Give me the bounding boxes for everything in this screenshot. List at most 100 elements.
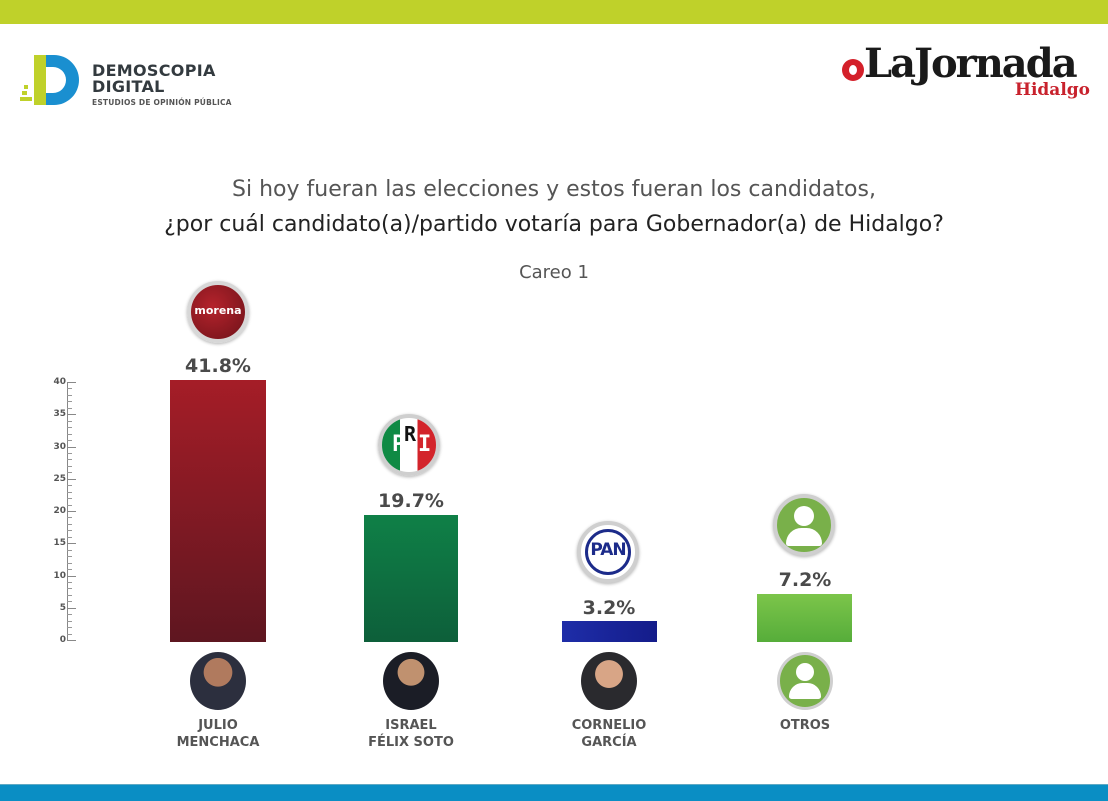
candidate-photo-otros-user-icon [777, 652, 833, 710]
pri-logo-r: R [404, 422, 417, 446]
y-tick-mark [67, 491, 72, 493]
y-tick-mark [67, 452, 72, 454]
y-tick-mark [67, 478, 76, 480]
demoscopia-name-line2: DIGITAL [92, 77, 165, 96]
y-tick-label: 30 [53, 442, 66, 452]
name-line2: MENCHACA [176, 735, 260, 750]
y-tick-mark [67, 420, 72, 422]
user-head [796, 663, 814, 681]
bar-value-label: 41.8% [185, 355, 251, 377]
bar-value-label: 3.2% [582, 597, 636, 619]
y-tick-mark [67, 575, 76, 577]
y-tick-mark [67, 517, 72, 519]
pan-logo-text: PAN [590, 540, 626, 560]
y-tick-mark [67, 614, 72, 616]
name-line1: JULIO [198, 718, 238, 733]
name-line1: ISRAEL [385, 718, 437, 733]
y-tick-mark [67, 382, 76, 383]
chart-subtitle: Careo 1 [519, 262, 589, 283]
y-tick-mark [67, 569, 72, 571]
y-tick-mark [67, 607, 76, 609]
candidate-photo-julio-menchaca [190, 652, 246, 710]
y-tick-mark [67, 627, 72, 629]
chart-title-line1: Si hoy fueran las elecciones y estos fue… [232, 177, 876, 202]
candidate-name-julio-menchaca: JULIO MENCHACA [148, 717, 288, 751]
y-tick-mark [67, 562, 72, 564]
y-tick-mark [67, 581, 72, 583]
y-tick-mark [67, 556, 72, 558]
y-tick-label: 35 [53, 409, 66, 419]
bar-otros [757, 594, 852, 642]
pri-logo-p: P [392, 432, 406, 457]
bar-israel-felix-soto [364, 515, 458, 642]
demoscopia-tagline: ESTUDIOS DE OPINIÓN PÚBLICA [92, 98, 232, 107]
y-tick-mark [67, 588, 72, 590]
y-tick-mark [67, 536, 72, 538]
candidate-name-cornelio-garcia: CORNELIO GARCÍA [539, 717, 679, 751]
y-tick-mark [67, 407, 72, 409]
morena-logo-icon: morena [187, 281, 249, 343]
demoscopia-logo: DEMOSCOPIA DIGITAL ESTUDIOS DE OPINIÓN P… [20, 55, 260, 110]
name-line1: CORNELIO [571, 718, 647, 733]
y-tick-mark [67, 414, 76, 416]
y-tick-label: 0 [59, 635, 66, 645]
bar-julio-menchaca [170, 380, 266, 642]
name-line2: GARCÍA [581, 735, 637, 750]
pan-logo-icon: PAN [577, 521, 639, 583]
candidate-photo-cornelio-garcia [581, 652, 637, 710]
y-tick-mark [67, 633, 72, 635]
user-body [789, 683, 821, 699]
bottom-band [0, 784, 1108, 801]
candidate-photo-israel-felix-soto [383, 652, 439, 710]
user-head [794, 506, 814, 526]
y-tick-mark [67, 388, 72, 390]
candidate-name-israel-felix-soto: ISRAEL FÉLIX SOTO [341, 717, 481, 751]
y-tick-mark [67, 433, 72, 435]
y-tick-mark [67, 394, 72, 396]
demoscopia-d-icon [20, 55, 79, 105]
pri-logo-icon: P R I [378, 414, 440, 476]
top-band [0, 0, 1108, 24]
y-tick-mark [67, 511, 76, 512]
la-jornada-edition: Hidalgo [1014, 80, 1090, 100]
y-tick-mark [67, 485, 72, 487]
y-tick-label: 10 [53, 571, 66, 581]
la-jornada-name: LaJornada [864, 40, 1078, 87]
y-tick-mark [67, 543, 76, 545]
y-tick-mark [67, 620, 72, 622]
y-tick-mark [67, 401, 72, 403]
user-body [786, 528, 822, 546]
y-tick-mark [67, 446, 76, 448]
name-line1: OTROS [779, 718, 831, 733]
y-tick-label: 15 [53, 538, 66, 548]
name-line2: FÉLIX SOTO [368, 735, 454, 750]
bar-value-label: 7.2% [778, 569, 832, 591]
pri-logo-i: I [418, 432, 432, 457]
y-tick-mark [67, 601, 72, 603]
y-axis: 40 35 30 25 20 15 10 5 0 [38, 375, 78, 647]
y-tick-label: 25 [53, 474, 66, 484]
bar-value-label: 19.7% [378, 490, 444, 512]
morena-logo-text: morena [194, 304, 242, 317]
y-tick-mark [67, 523, 72, 525]
y-tick-label: 40 [53, 377, 66, 387]
y-tick-mark [67, 472, 72, 474]
candidate-name-otros: OTROS [735, 717, 875, 734]
bar-cornelio-garcia [562, 621, 657, 642]
y-tick-mark [67, 640, 76, 641]
y-tick-mark [67, 440, 72, 442]
la-jornada-sun-icon [842, 59, 864, 81]
la-jornada-logo: LaJornada Hidalgo [838, 40, 1098, 104]
y-tick-mark [67, 594, 72, 596]
y-tick-mark [67, 530, 72, 532]
y-tick-mark [67, 427, 72, 429]
y-tick-label: 5 [59, 603, 66, 613]
y-tick-mark [67, 498, 72, 500]
pan-logo-ring [585, 529, 631, 575]
otros-user-icon [773, 494, 835, 556]
y-tick-mark [67, 459, 72, 461]
y-tick-label: 20 [53, 506, 66, 516]
y-tick-mark [67, 504, 72, 506]
y-tick-mark [67, 465, 72, 467]
y-tick-mark [67, 549, 72, 551]
